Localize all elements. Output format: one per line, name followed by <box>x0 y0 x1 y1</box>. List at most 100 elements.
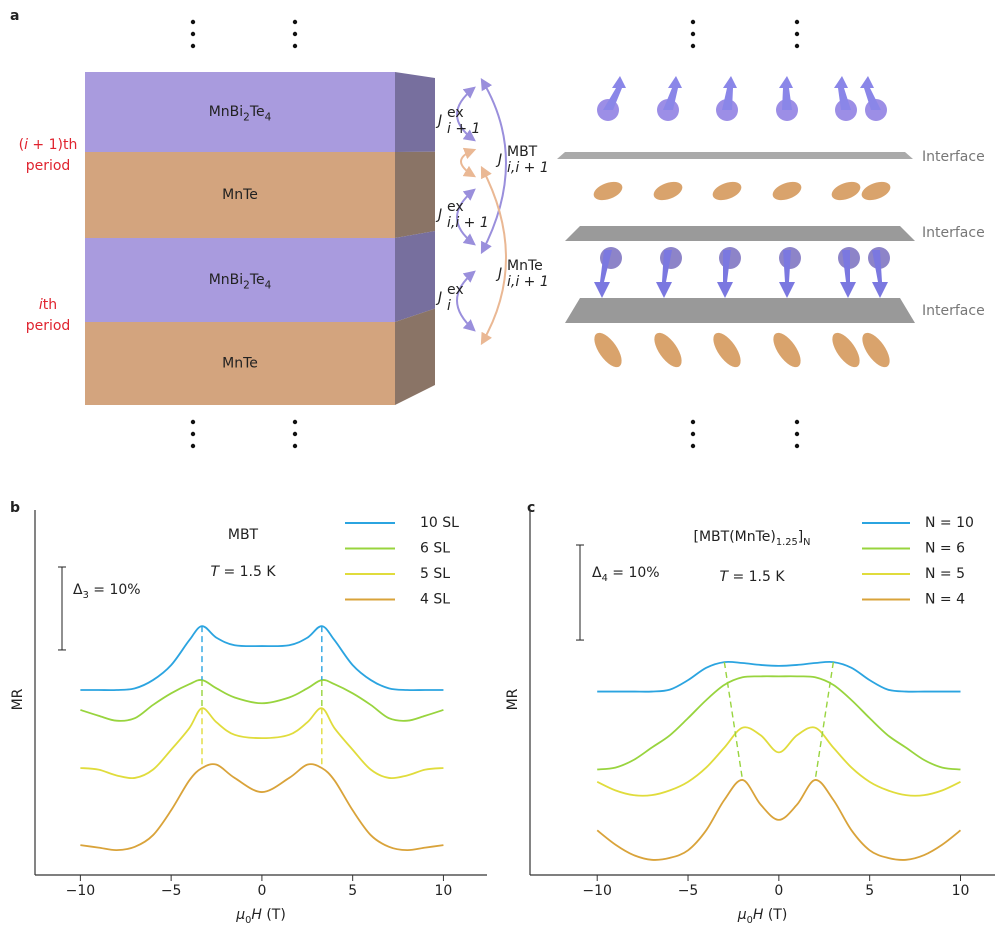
ellipsis-dot <box>191 420 195 424</box>
legend-label: N = 6 <box>925 541 965 557</box>
layer-label-part: 2 <box>243 111 250 123</box>
legend-label: N = 4 <box>925 592 965 608</box>
coupling-symbol: J <box>495 152 502 168</box>
period-label-part: period <box>26 318 71 334</box>
spin-ellipsoid <box>589 328 627 371</box>
ellipsis-dot <box>795 420 799 424</box>
x-axis-label: μ0H (T) <box>737 907 788 925</box>
coupling-symbol: J <box>435 290 442 306</box>
coupling-sub: i,i + 1 <box>507 160 549 176</box>
layer-label-part: Te <box>249 104 265 120</box>
coupling-sub: i,i + 1 <box>507 274 549 290</box>
chart-title-part: N <box>803 536 810 547</box>
ellipsis-dot <box>795 432 799 436</box>
coupling-symbol: J <box>495 266 502 282</box>
ellipsis-dot <box>293 20 297 24</box>
spin-ellipsoid <box>859 178 893 203</box>
ellipsis-dot <box>691 32 695 36</box>
scale-label-part: Δ <box>592 565 602 581</box>
layer-side <box>395 231 435 322</box>
x-tick-label: −10 <box>582 883 612 899</box>
scale-label-part: = 10% <box>608 565 660 581</box>
data-line <box>80 626 443 690</box>
chart-title-part: MBT <box>228 527 259 543</box>
layer-side <box>395 152 435 238</box>
period-label: period <box>26 158 71 174</box>
spin-ellipsoid <box>829 178 863 203</box>
layer-label-part: 2 <box>243 279 250 291</box>
spin-ellipsoid <box>710 178 744 203</box>
coupling-sup: ex <box>447 199 464 215</box>
spin-ellipsoid <box>770 178 804 203</box>
spin-arrow <box>860 76 881 110</box>
ellipsis-dot <box>293 44 297 48</box>
coupling-sup: MBT <box>507 144 538 160</box>
x-axis-label-part: (T) <box>763 907 787 923</box>
x-axis-label: μ0H (T) <box>235 907 286 925</box>
layer-side <box>395 72 435 152</box>
coupling-arrow <box>461 150 474 176</box>
period-label-part: + 1)th <box>28 137 77 153</box>
spin-ellipsoid <box>591 178 625 203</box>
coupling-sub: i,i + 1 <box>447 215 489 231</box>
layer-label-part: Te <box>249 272 265 288</box>
period-label: period <box>26 318 71 334</box>
ellipsis-dot <box>293 420 297 424</box>
spin-ellipsoid <box>649 328 687 371</box>
legend-label: 10 SL <box>420 515 459 531</box>
layer-label-part: MnBi <box>209 104 243 120</box>
spin-arrow <box>656 250 672 298</box>
scale-label-part: = 10% <box>89 582 141 598</box>
x-tick-label: −5 <box>678 883 699 899</box>
interface-plane <box>565 226 915 241</box>
coupling-symbol: J <box>435 113 442 129</box>
panel-label: b <box>10 500 20 516</box>
coupling-sup: ex <box>447 282 464 298</box>
scale-label: Δ4 = 10% <box>592 565 660 583</box>
chart-subtitle-part: = 1.5 K <box>728 569 785 585</box>
ellipsis-dot <box>191 44 195 48</box>
coupling-sub: i + 1 <box>447 121 480 137</box>
ellipsis-dot <box>293 444 297 448</box>
ellipsis-dot <box>795 444 799 448</box>
data-line <box>597 727 960 796</box>
chart-title: MBT <box>228 527 259 543</box>
panel-label: c <box>527 500 535 516</box>
ellipsis-dot <box>191 32 195 36</box>
x-tick-label: 5 <box>865 883 874 899</box>
figure: aMnBi2Te4MnTeMnBi2Te4MnTe(i + 1)thperiod… <box>0 0 999 927</box>
data-line <box>80 764 443 850</box>
period-label: (i + 1)th <box>19 137 78 153</box>
layer-label-part: 4 <box>265 279 272 291</box>
legend-label: 4 SL <box>420 592 450 608</box>
coupling-symbol: J <box>435 207 442 223</box>
layer-label-part: MnTe <box>222 356 258 372</box>
spin-ellipsoid <box>708 328 746 371</box>
layer-label: MnTe <box>222 187 258 203</box>
coupling-sup: MnTe <box>507 258 543 274</box>
chart-subtitle: T = 1.5 K <box>719 569 785 585</box>
spin-ellipsoid <box>857 328 895 371</box>
x-tick-label: 5 <box>348 883 357 899</box>
x-tick-label: 0 <box>774 883 783 899</box>
x-axis-label-part: (T) <box>262 907 286 923</box>
x-tick-label: −10 <box>66 883 96 899</box>
panel-label: a <box>10 8 19 24</box>
ellipsis-dot <box>795 44 799 48</box>
layer-label-part: MnTe <box>222 187 258 203</box>
legend-label: N = 10 <box>925 515 974 531</box>
ellipsis-dot <box>795 32 799 36</box>
y-axis-label: MR <box>505 688 521 710</box>
x-tick-label: −5 <box>161 883 182 899</box>
ellipsis-dot <box>191 444 195 448</box>
legend-label: N = 5 <box>925 566 965 582</box>
data-line <box>597 780 960 860</box>
period-label-part: period <box>26 158 71 174</box>
chart-subtitle: T = 1.5 K <box>210 564 276 580</box>
x-axis-label-part: H <box>753 907 764 923</box>
x-tick-label: 0 <box>257 883 266 899</box>
interface-plane <box>565 298 915 323</box>
coupling-arrow <box>457 272 474 330</box>
interface-plane <box>557 152 913 159</box>
spin-ellipsoid <box>768 328 806 371</box>
